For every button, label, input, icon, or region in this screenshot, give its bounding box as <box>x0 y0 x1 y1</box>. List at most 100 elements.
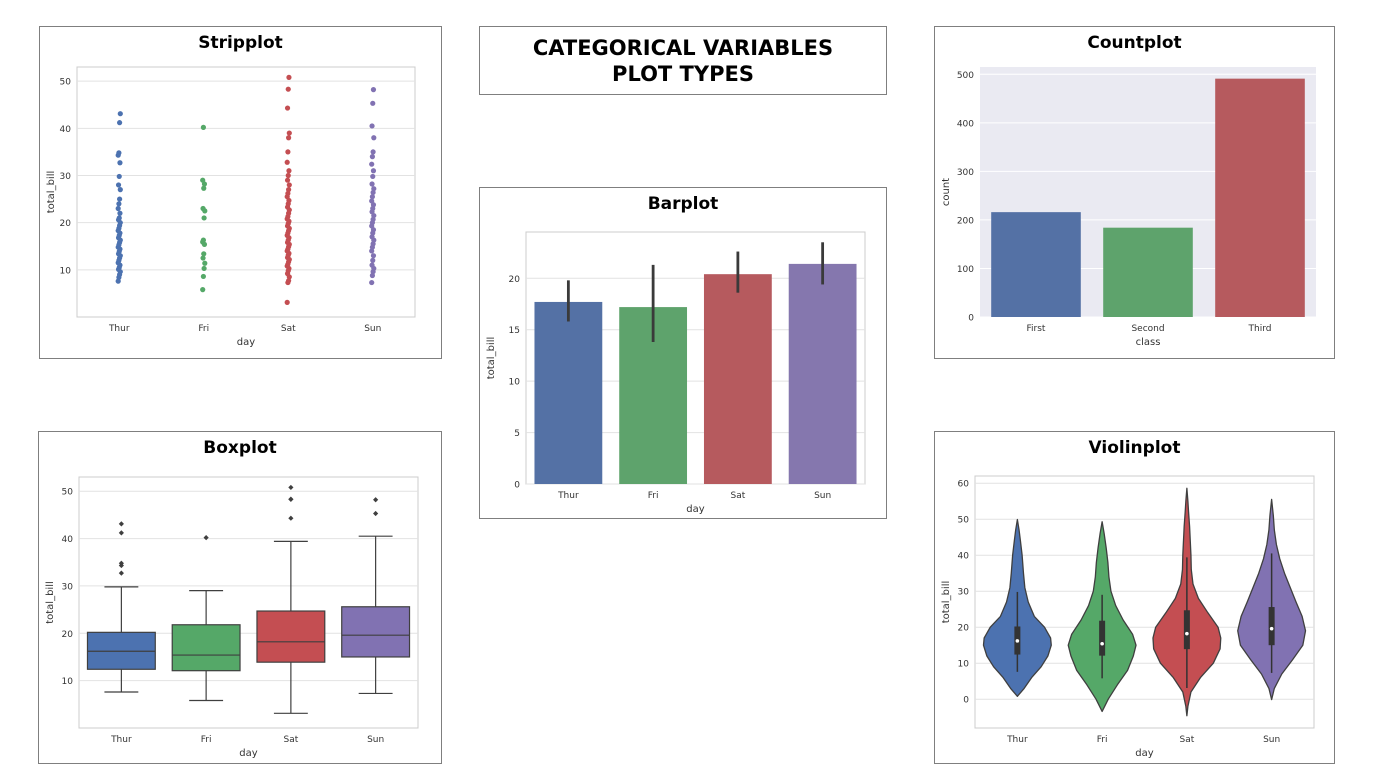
plot-background <box>78 476 419 729</box>
y-tick-label: 40 <box>62 535 74 545</box>
y-axis-label: total_bill <box>45 581 56 624</box>
strip-point <box>201 215 207 221</box>
strip-point <box>200 287 206 293</box>
page-title-line1: CATEGORICAL VARIABLES <box>532 36 834 60</box>
count-bar <box>991 212 1081 317</box>
x-tick-label: Sun <box>367 735 384 745</box>
x-tick-label: Thur <box>108 324 130 334</box>
y-tick-label: 15 <box>509 326 520 336</box>
page-title: CATEGORICAL VARIABLES PLOT TYPES <box>480 35 886 87</box>
y-tick-label: 5 <box>514 429 520 439</box>
y-tick-label: 200 <box>957 216 974 226</box>
violinplot-title: Violinplot <box>1088 438 1181 458</box>
x-axis-label: day <box>1135 748 1153 759</box>
strip-point <box>286 182 292 188</box>
strip-point <box>200 177 206 183</box>
violin-iqr-box <box>1099 620 1106 656</box>
x-tick-label: Thur <box>557 491 579 501</box>
x-tick-label: Sun <box>1263 735 1280 745</box>
y-tick-label: 20 <box>62 630 74 640</box>
strip-point <box>117 111 123 117</box>
barplot-title: Barplot <box>647 194 719 214</box>
strip-point <box>115 182 122 188</box>
boxplot-chart: 10 20 30 40 50 Thur Fri Sat Sun day total_bill <box>45 476 419 759</box>
y-tick-label: 20 <box>509 275 521 285</box>
strip-point <box>370 149 376 155</box>
strip-point <box>116 150 122 156</box>
y-tick-label: 10 <box>509 378 521 388</box>
strip-point <box>116 173 122 180</box>
x-tick-label: Sat <box>283 735 298 745</box>
x-axis-label: day <box>686 504 704 515</box>
strip-point <box>200 273 206 280</box>
strip-point <box>200 205 206 212</box>
strip-point <box>286 74 292 80</box>
violin-median-dot <box>1015 639 1020 643</box>
y-tick-label: 40 <box>60 125 72 135</box>
plot-area: 10 20 30 40 50 Thur Fri Sat Sun day total_bill <box>46 66 416 348</box>
barplot-chart: 0 5 10 15 20 Thur Fri Sat Sun day total_bill <box>486 231 866 515</box>
y-tick-label: 20 <box>60 219 72 229</box>
strip-point <box>370 168 377 174</box>
strip-point <box>284 299 290 305</box>
strip-point <box>200 124 206 130</box>
violin-iqr-box <box>1183 610 1190 650</box>
strip-point <box>371 135 377 141</box>
main-title-box: CATEGORICAL VARIABLES PLOT TYPES <box>479 26 887 95</box>
plot-area: 0 5 10 15 20 Thur Fri Sat Sun day total_bill <box>486 231 866 515</box>
y-tick-label: 60 <box>958 480 970 490</box>
strip-point <box>370 87 377 93</box>
countplot-chart: 0 100 200 300 400 500 First Second Third class cou… <box>941 67 1316 348</box>
y-tick-label: 30 <box>60 172 72 182</box>
violinplot-chart: 0 10 20 30 40 50 60 Thur Fri Sat Sun day total_bill <box>941 475 1315 759</box>
box <box>171 624 241 672</box>
strip-point <box>370 173 376 180</box>
strip-point <box>201 185 207 191</box>
violin-median-dot <box>1269 626 1274 631</box>
outlier-marker <box>288 496 294 502</box>
strip-point <box>200 255 206 261</box>
strip-point <box>286 168 292 174</box>
stripplot-chart: 10 20 30 40 50 Thur Fri Sat Sun day total_bill <box>46 66 416 348</box>
strip-point <box>117 160 123 166</box>
y-tick-label: 0 <box>968 314 974 324</box>
strip-point <box>115 205 121 212</box>
strip-point <box>116 215 122 221</box>
violin-iqr-box <box>1268 607 1275 646</box>
strip-point <box>369 198 375 204</box>
y-axis-label: total_bill <box>46 171 57 214</box>
y-tick-label: 400 <box>957 119 974 129</box>
stripplot-title: Stripplot <box>198 33 283 53</box>
x-tick-label: First <box>1027 324 1046 334</box>
strip-point <box>285 149 291 155</box>
y-tick-label: 100 <box>957 265 974 275</box>
bar <box>788 263 857 484</box>
y-tick-label: 0 <box>514 481 520 491</box>
y-tick-label: 20 <box>958 624 970 634</box>
strip-point <box>201 251 207 257</box>
y-tick-label: 50 <box>62 488 74 498</box>
strip-point <box>202 260 208 266</box>
strip-point <box>369 161 375 167</box>
outlier-marker <box>288 515 294 521</box>
barplot-panel: Barplot 0 5 10 15 20 Thur Fri Sat Sun day total_bi… <box>479 187 887 519</box>
y-tick-label: 10 <box>60 266 72 276</box>
x-axis-label: day <box>237 337 255 348</box>
y-tick-label: 300 <box>957 168 974 178</box>
x-tick-label: Sat <box>730 491 745 501</box>
y-tick-label: 50 <box>958 516 970 526</box>
strip-point <box>117 187 123 193</box>
bar <box>703 274 772 484</box>
x-tick-label: Fri <box>648 491 659 501</box>
y-axis-label: count <box>941 178 952 206</box>
y-tick-label: 40 <box>958 552 970 562</box>
strip-point <box>369 123 375 129</box>
strip-point <box>117 210 123 216</box>
strip-point <box>286 130 292 136</box>
outlier-marker <box>288 484 294 491</box>
strip-point <box>284 177 291 183</box>
y-tick-label: 10 <box>958 660 970 670</box>
x-tick-label: Fri <box>201 735 212 745</box>
plot-area: 0 100 200 300 400 500 First Second Third class cou… <box>941 67 1316 348</box>
strip-point <box>369 194 375 200</box>
